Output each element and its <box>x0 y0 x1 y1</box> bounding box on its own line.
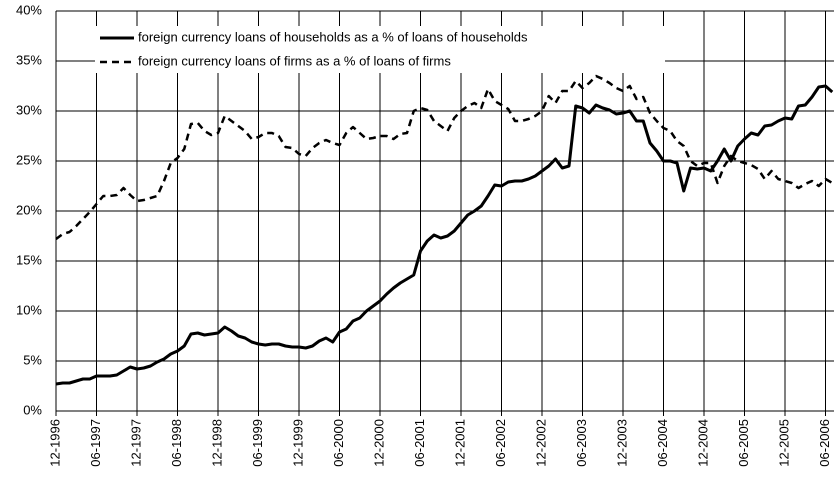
x-tick-label: 06-2004 <box>655 419 670 467</box>
series-line <box>55 74 833 241</box>
legend-label: foreign currency loans of firms as a % o… <box>138 53 451 68</box>
y-tick-label: 0% <box>23 402 42 417</box>
x-tick-label: 06-2000 <box>331 419 346 467</box>
x-tick-label: 06-2006 <box>817 419 832 467</box>
x-tick-label: 06-2003 <box>574 419 589 467</box>
x-tick-label: 12-2001 <box>452 419 467 467</box>
x-tick-label: 12-1996 <box>47 419 62 467</box>
x-tick-label: 12-2004 <box>695 419 710 467</box>
x-tick-label: 12-1999 <box>290 419 305 467</box>
x-tick-label: 06-2005 <box>736 419 751 467</box>
x-tick-label: 12-2003 <box>614 419 629 467</box>
legend-label: foreign currency loans of households as … <box>138 29 528 44</box>
y-tick-label: 15% <box>16 252 42 267</box>
y-tick-label: 20% <box>16 202 42 217</box>
y-tick-label: 40% <box>16 2 42 17</box>
series-line <box>55 84 834 386</box>
legend-box <box>95 26 665 73</box>
x-tick-label: 12-2002 <box>533 419 548 467</box>
x-tick-label: 12-2000 <box>371 419 386 467</box>
x-tick-label: 06-2001 <box>412 419 427 467</box>
y-tick-label: 30% <box>16 102 42 117</box>
y-tick-label: 35% <box>16 52 42 67</box>
x-tick-label: 06-2002 <box>493 419 508 467</box>
x-tick-label: 06-1998 <box>169 419 184 467</box>
x-tick-label: 06-1997 <box>88 419 103 467</box>
y-tick-label: 25% <box>16 152 42 167</box>
x-tick-label: 12-1998 <box>209 419 224 467</box>
x-tick-label: 12-2005 <box>776 419 791 467</box>
x-tick-label: 12-1997 <box>128 419 143 467</box>
y-tick-label: 10% <box>16 302 42 317</box>
x-tick-label: 06-1999 <box>250 419 265 467</box>
y-tick-label: 5% <box>23 352 42 367</box>
legend: foreign currency loans of households as … <box>95 26 665 73</box>
